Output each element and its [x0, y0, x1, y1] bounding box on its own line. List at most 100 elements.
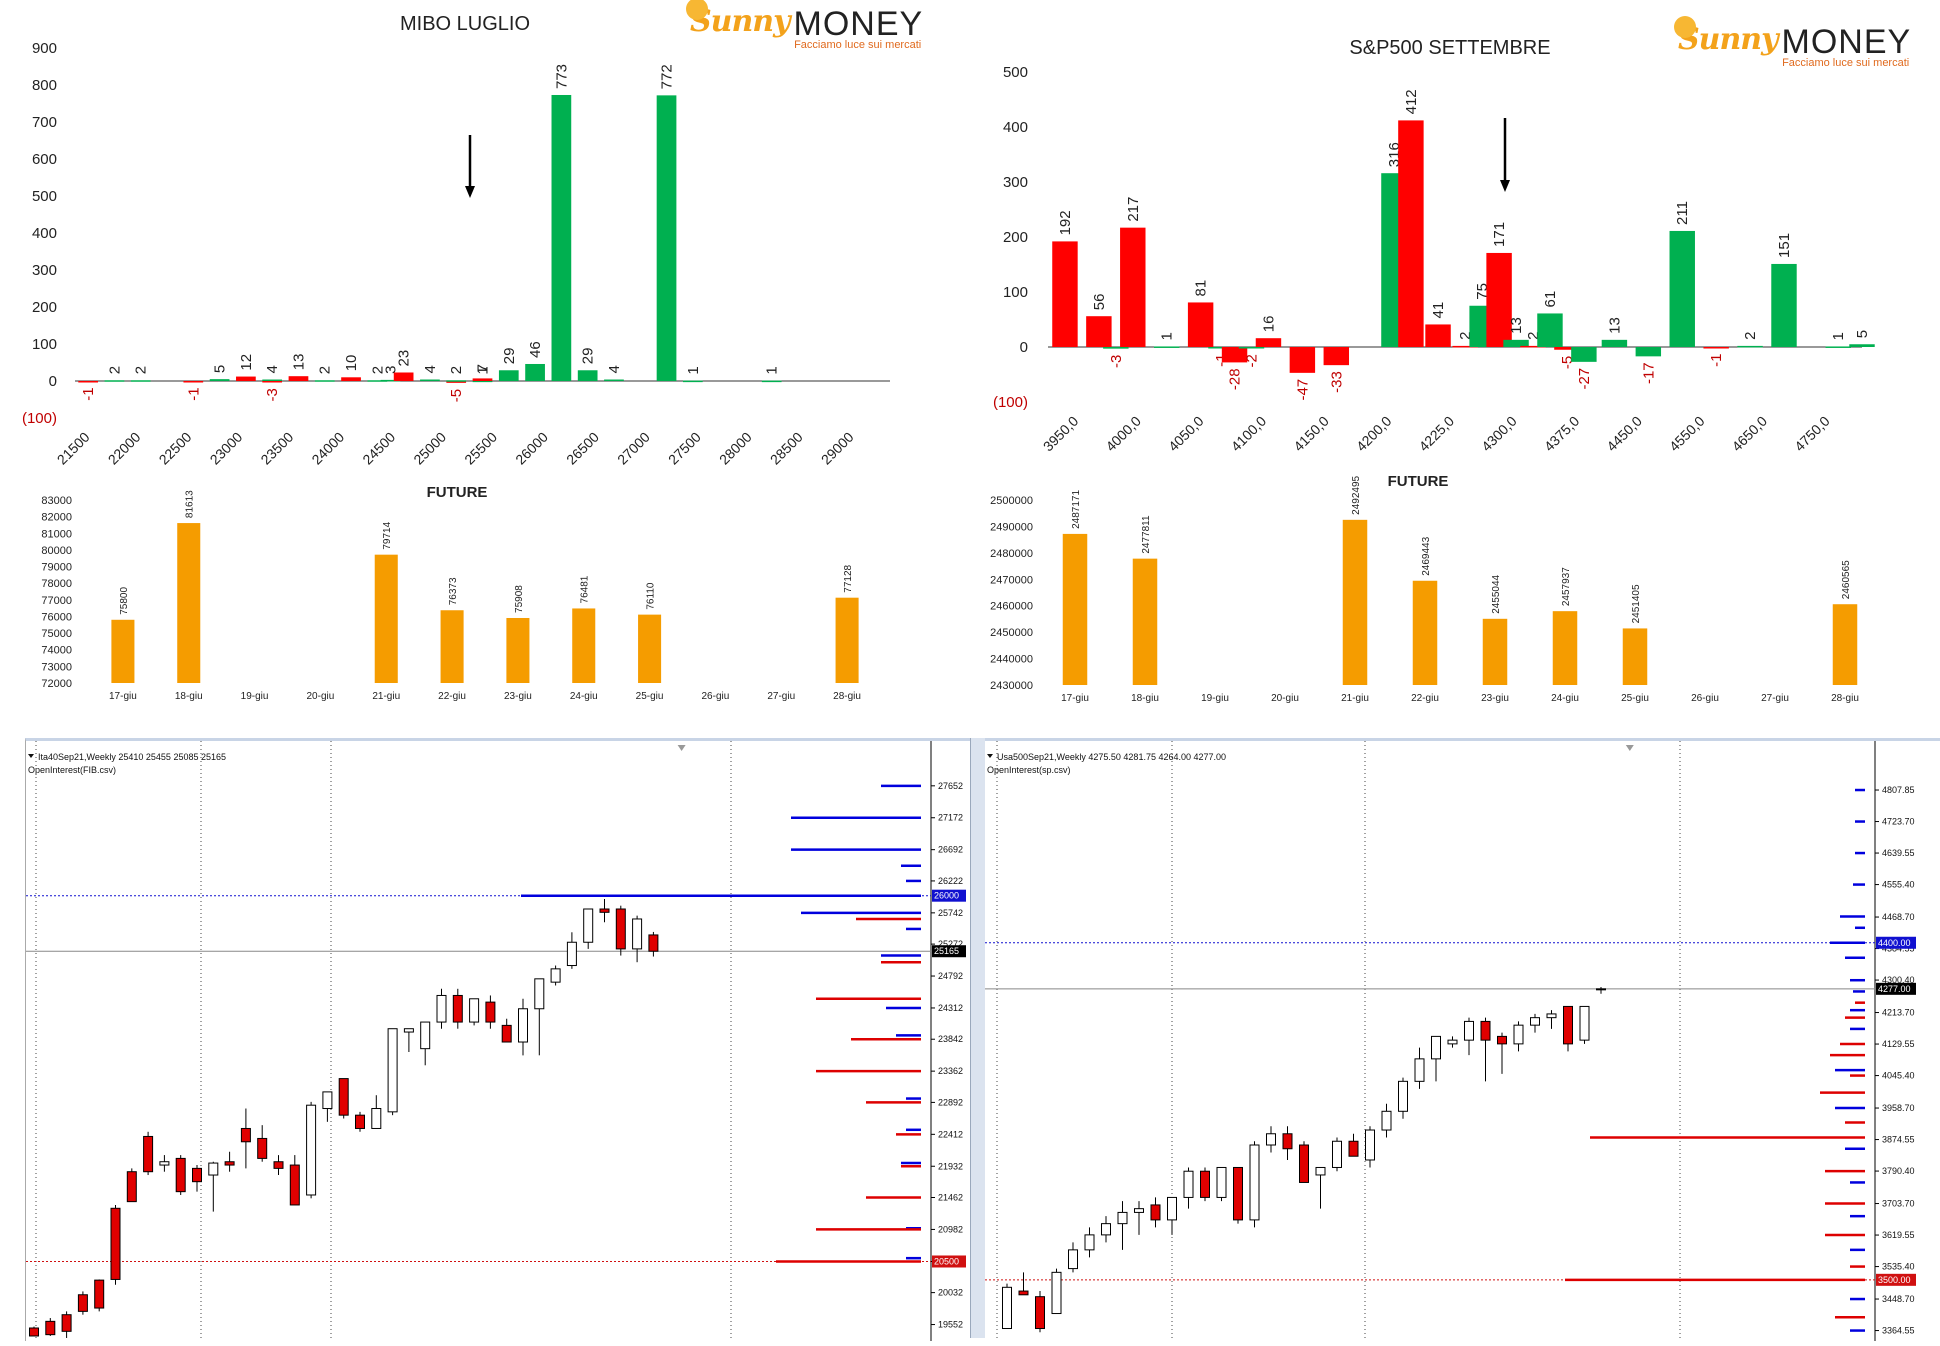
candle-bear [94, 1279, 105, 1309]
window-splitter[interactable] [970, 738, 986, 1338]
candle-bear [485, 1001, 496, 1023]
x-tick-label: 28500 [767, 429, 806, 468]
candle-bear [77, 1294, 88, 1312]
bar-data-label: 61 [1542, 291, 1559, 308]
candle-bear [273, 1161, 284, 1169]
candle-bear [110, 1207, 121, 1280]
price-tick-label: 23362 [938, 1066, 963, 1076]
candle-bear [1233, 1166, 1243, 1221]
x-tick-label: 4000,0 [1102, 413, 1144, 455]
bar-data-label: 2469443 [1421, 536, 1432, 575]
call-oi-bar [1571, 347, 1597, 362]
future-bar [1552, 611, 1578, 685]
price-tick-label: 4807.85 [1882, 785, 1915, 795]
y-tick-label: 500 [32, 188, 57, 205]
call-oi-bar [1601, 339, 1628, 347]
put-oi-bar [288, 376, 309, 381]
call-oi-bar [1153, 346, 1180, 348]
put-oi-bar [1289, 347, 1316, 373]
x-tick-label: 4375,0 [1541, 413, 1583, 455]
bar-data-label: 5 [212, 365, 229, 373]
usa500-weekly-chart-window[interactable]: Usa500Sep21,Weekly 4275.50 4281.75 4264.… [985, 738, 1940, 1341]
price-tick-label: 3364.55 [1882, 1326, 1915, 1336]
y-tick-label: 83000 [41, 495, 72, 507]
bar-data-label: 2 [1742, 332, 1759, 340]
candle-bull [1101, 1223, 1111, 1236]
candle-bear [126, 1171, 137, 1203]
candle-bear [1563, 1005, 1573, 1045]
candle-bull [1315, 1166, 1326, 1176]
x-tick-label: 4225,0 [1416, 413, 1458, 455]
candle-bull [1381, 1110, 1392, 1131]
candle-bull [371, 1108, 382, 1129]
price-tick-label: 26222 [938, 876, 963, 886]
y-tick-label: 300 [1003, 174, 1028, 191]
call-oi-bar [130, 380, 151, 382]
bar-data-label: 772 [659, 64, 676, 89]
candle-bull [566, 941, 577, 967]
call-oi-bar [1635, 347, 1662, 357]
future-bar [1412, 580, 1438, 685]
logo-tagline: Facciamo luce sui mercati [794, 39, 922, 51]
call-oi-bar [1238, 347, 1265, 349]
candle-bull [1464, 1020, 1474, 1041]
candle-bear [1018, 1290, 1029, 1296]
x-tick-label: 26500 [563, 429, 602, 468]
price-tick-label: 21932 [938, 1161, 963, 1171]
bar-data-label: 171 [1491, 222, 1508, 247]
candle-bear [1299, 1144, 1309, 1183]
usa500-candle-chart[interactable]: Usa500Sep21,Weekly 4275.50 4281.75 4264.… [985, 741, 1940, 1341]
bar-data-label: -3 [264, 388, 281, 401]
future-title: FUTURE [1388, 473, 1449, 490]
bar-data-label: 1 [764, 366, 781, 374]
bar-data-label: 217 [1125, 197, 1142, 222]
ita40-weekly-chart-window[interactable]: Ita40Sep21,Weekly 25410 25455 25085 2516… [25, 738, 971, 1341]
x-tick-label: 4050,0 [1165, 413, 1207, 455]
y-tick-label: 100 [32, 336, 57, 353]
bar-data-label: 81 [1193, 280, 1210, 297]
x-tick-label: 22-giu [1411, 693, 1439, 704]
bar-data-label: 2 [317, 366, 334, 374]
scroll-marker-icon [1625, 745, 1634, 751]
candle-bear [289, 1164, 300, 1206]
bar-data-label: 81613 [185, 490, 196, 518]
x-tick-label: 28-giu [833, 691, 861, 702]
y-tick-label: 2490000 [990, 521, 1033, 533]
x-tick-label: 18-giu [1131, 693, 1159, 704]
candle-bear [1497, 1035, 1507, 1045]
x-tick-label: 4100,0 [1228, 413, 1270, 455]
y-tick-label: 100 [1003, 284, 1028, 301]
price-marker-box [932, 889, 966, 902]
y-tick-label: 0 [49, 373, 57, 390]
bar-data-label: 2451405 [1631, 584, 1642, 623]
candle-bear [1480, 1020, 1491, 1041]
call-oi-bar [380, 379, 401, 382]
bar-data-label: 4 [606, 365, 623, 373]
call-oi-bar [1737, 345, 1763, 348]
put-oi-bar [1452, 345, 1478, 348]
candle-bear [61, 1314, 72, 1332]
call-oi-bar [682, 380, 703, 383]
bar-data-label: 13 [1508, 317, 1525, 334]
price-tick-label: 25742 [938, 908, 963, 918]
indicator-label: OpenInterest(FIB.csv) [28, 765, 116, 775]
bar-data-label: 75800 [119, 587, 130, 615]
price-marker-box [1876, 936, 1916, 949]
ita40-candle-chart[interactable]: Ita40Sep21,Weekly 25410 25455 25085 2516… [26, 741, 971, 1341]
candle-bull [1068, 1249, 1078, 1270]
bar-data-label: -33 [1328, 371, 1345, 393]
price-tick-label: 27652 [938, 781, 963, 791]
x-tick-label: 4650,0 [1729, 413, 1771, 455]
y-tick-label: 200 [32, 299, 57, 316]
future-bar [1342, 519, 1368, 685]
x-tick-label: 25500 [461, 429, 500, 468]
candle-bull [1546, 1013, 1557, 1019]
sunny-money-logo-2: Sunny MONEY Facciamo luce sui mercati [1674, 16, 1911, 69]
bar-data-label: 29 [580, 348, 597, 365]
future-bar [1482, 618, 1508, 685]
y-tick-label: 500 [1003, 64, 1028, 81]
candle-bull [469, 998, 480, 1023]
put-oi-bar [1520, 345, 1546, 348]
x-tick-label: 27-giu [767, 691, 795, 702]
x-tick-label: 4750,0 [1791, 413, 1833, 455]
